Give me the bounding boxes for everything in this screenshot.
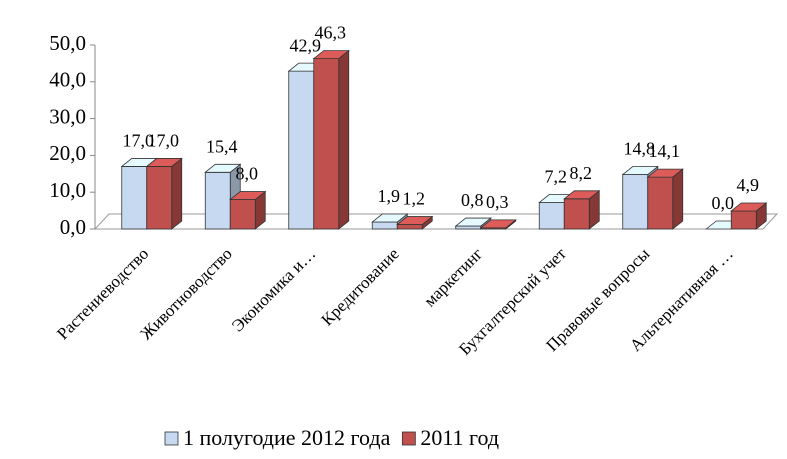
legend-swatch [164, 431, 179, 446]
bar-side [338, 49, 350, 230]
bar-front [121, 166, 148, 230]
bar [479, 219, 517, 230]
value-label: 42,9 [290, 35, 322, 55]
value-label: 8,0 [236, 164, 259, 184]
bar-front [563, 198, 590, 230]
value-label: 0,3 [486, 192, 509, 212]
bar [312, 49, 350, 230]
bar-side [672, 168, 684, 230]
value-label: 0,0 [712, 193, 735, 213]
bar-front [371, 221, 398, 230]
bar-front [313, 58, 340, 230]
value-label: 17,0 [123, 131, 155, 151]
bar-top [454, 217, 492, 227]
bar-front [455, 225, 482, 230]
y-tick-label: 0,0 [60, 215, 86, 239]
value-label: 0,8 [461, 190, 484, 210]
value-label: 17,0 [148, 131, 180, 151]
bar-front [396, 224, 423, 230]
bar-front [730, 210, 757, 230]
bar-top [312, 50, 350, 60]
bar [646, 168, 684, 230]
bar-front [204, 171, 231, 230]
bar-top [563, 190, 601, 200]
bar-front [229, 199, 256, 230]
x-tick-label: Животноводство [136, 244, 235, 343]
y-tick-label: 30,0 [49, 104, 86, 128]
bar-top [646, 168, 684, 178]
bar-top [396, 216, 434, 225]
value-label: 1,2 [403, 189, 426, 209]
value-label: 15,4 [206, 136, 238, 156]
bar [229, 190, 267, 230]
value-label: 7,2 [545, 167, 568, 187]
bar [396, 215, 434, 230]
value-label: 1,9 [378, 186, 401, 206]
bar-top [204, 163, 242, 173]
legend-label: 1 полугодие 2012 года [183, 425, 391, 450]
y-tick-label: 40,0 [49, 68, 86, 92]
bar-top [145, 158, 183, 167]
legend-swatch [401, 431, 416, 446]
bar-front [288, 70, 315, 230]
x-tick-label: Кредитование [317, 244, 402, 329]
bar-top [730, 202, 768, 212]
bar-top [229, 191, 267, 200]
bar-side [171, 157, 183, 230]
legend-label: 2011 год [420, 425, 499, 450]
x-tick-label: Экономика и… [228, 244, 319, 335]
value-label: 46,3 [315, 23, 347, 43]
bar-front [622, 174, 649, 230]
bar-top [621, 166, 659, 175]
value-label: 14,8 [624, 139, 656, 159]
y-tick-label: 10,0 [49, 178, 86, 202]
x-tick-label: маркетинг [420, 244, 486, 310]
bar [730, 202, 768, 230]
bar-top [479, 219, 517, 229]
bar [145, 157, 183, 230]
y-tick-label: 20,0 [49, 141, 86, 165]
y-tick-label: 50,0 [49, 31, 86, 55]
bar-front [146, 166, 173, 230]
bar [563, 189, 601, 230]
bar-front [538, 202, 565, 230]
value-label: 4,9 [737, 175, 760, 195]
value-label: 14,1 [649, 141, 681, 161]
bar-front [647, 176, 674, 230]
value-label: 8,2 [570, 163, 593, 183]
bar-top [371, 213, 409, 223]
